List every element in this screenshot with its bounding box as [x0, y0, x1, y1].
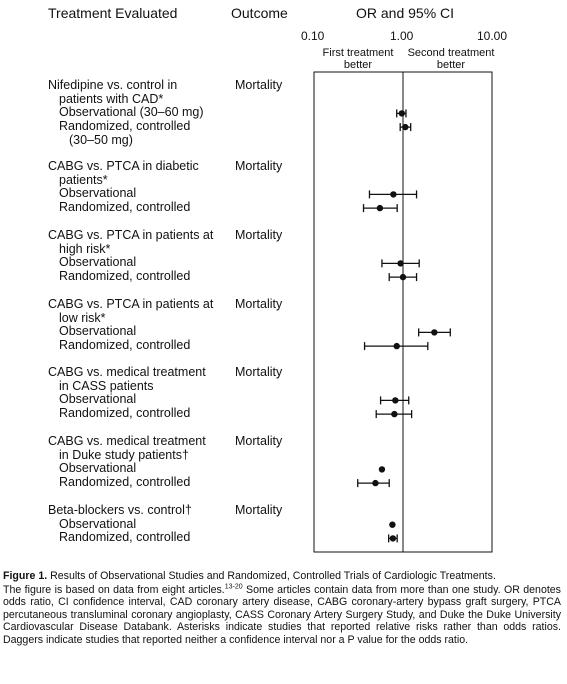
group-title: Beta-blockers vs. control†	[48, 503, 192, 517]
header-outcome: Outcome	[231, 5, 288, 21]
tick-label-10.00: 10.00	[477, 29, 508, 43]
study-label: Observational	[59, 392, 137, 407]
study-label: Randomized, controlled	[59, 406, 191, 421]
group-title: CABG vs. medical treatment	[48, 434, 206, 448]
outcome-label: Mortality	[235, 503, 283, 517]
group-title: patients*	[59, 172, 108, 187]
point-estimate	[389, 521, 396, 528]
study-label: Randomized, controlled	[59, 530, 191, 545]
point-estimate	[393, 342, 400, 350]
tick-label-1.00: 1.00	[390, 29, 414, 43]
group-title: CABG vs. medical treatment	[48, 365, 206, 379]
caption-body: The figure is based on data from eight a…	[3, 583, 561, 646]
second-treatment-better-label: Second treatment better	[407, 47, 495, 71]
point-estimate	[402, 123, 409, 131]
caption-figure-label: Figure 1.	[3, 570, 48, 582]
group-title: in CASS patients	[59, 378, 154, 393]
figure-caption: Figure 1. Results of Observational Studi…	[3, 570, 561, 648]
tick-label-0.10: 0.10	[301, 29, 325, 43]
outcome-label: Mortality	[235, 434, 283, 448]
study-label: Randomized, controlled	[59, 200, 191, 215]
point-estimate	[398, 110, 406, 117]
first-treatment-better-label: First treatment better	[322, 47, 394, 71]
header-ci: OR and 95% CI	[356, 5, 455, 21]
group-title: CABG vs. PTCA in patients at	[48, 297, 214, 311]
outcome-label: Mortality	[235, 365, 283, 379]
group-title: low risk*	[59, 310, 106, 325]
study-label: Observational	[59, 324, 137, 339]
study-label: Randomized, controlled	[59, 475, 191, 490]
group-title: high risk*	[59, 241, 111, 256]
point-estimate	[397, 260, 404, 267]
study-label: (30–50 mg)	[69, 132, 133, 147]
study-label: Randomized, controlled	[59, 338, 191, 353]
caption-refs: 13-20	[224, 583, 243, 591]
group-title: in Duke study patients†	[59, 447, 189, 462]
point-estimate	[399, 273, 407, 281]
point-estimate	[378, 466, 386, 473]
study-label: Observational	[59, 186, 137, 201]
caption-figure-title: Results of Observational Studies and Ran…	[47, 570, 496, 582]
outcome-label: Mortality	[235, 159, 283, 173]
study-label: Randomized, controlled	[59, 269, 191, 284]
group-title: CABG vs. PTCA in diabetic	[48, 159, 199, 173]
point-estimate	[372, 479, 379, 487]
study-label: Randomized, controlled	[59, 119, 191, 134]
study-label: Observational (30–60 mg)	[59, 105, 204, 120]
study-label: Observational	[59, 255, 137, 270]
point-estimate	[389, 535, 397, 542]
header-treatment: Treatment Evaluated	[48, 5, 178, 21]
group-title: Nifedipine vs. control in	[48, 78, 178, 92]
point-estimate	[392, 397, 399, 404]
group-title: patients with CAD*	[59, 91, 164, 106]
study-label: Observational	[59, 516, 137, 531]
caption-title: Figure 1. Results of Observational Studi…	[3, 570, 561, 583]
point-estimate	[390, 191, 397, 198]
point-estimate	[431, 329, 438, 336]
outcome-label: Mortality	[235, 78, 283, 92]
study-label: Observational	[59, 461, 137, 476]
point-estimate	[376, 204, 384, 212]
group-title: CABG vs. PTCA in patients at	[48, 228, 214, 242]
point-estimate	[391, 410, 398, 418]
outcome-label: Mortality	[235, 228, 283, 242]
outcome-label: Mortality	[235, 297, 283, 311]
